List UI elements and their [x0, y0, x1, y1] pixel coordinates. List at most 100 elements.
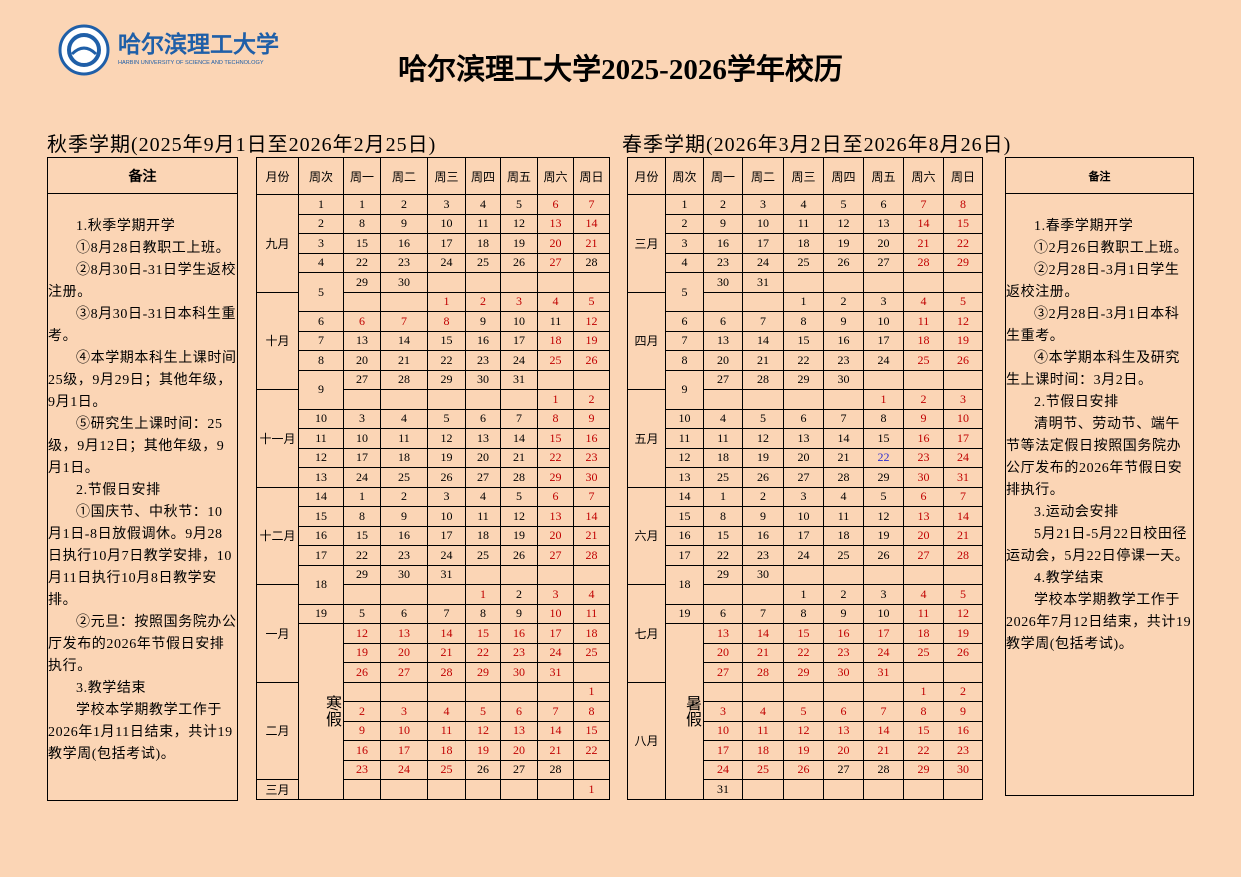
week-row: 23 24 25 26 27 28 — [257, 759, 610, 780]
day-cell: 30 — [465, 369, 501, 390]
header-row: 月份 周次 周一 周二 周三 周四 周五 周六 周日 — [256, 157, 610, 195]
note-line: 2.节假日安排 — [76, 483, 161, 498]
day-cell: 9 — [380, 506, 428, 527]
day-cell: 22 — [783, 350, 824, 371]
day-cell: 27 — [500, 759, 538, 780]
day-cell: 11 — [537, 311, 574, 332]
day-cell: 8 — [343, 506, 381, 527]
day-cell: 19 — [500, 233, 538, 254]
day-cell: 3 — [703, 701, 743, 722]
week-row: 二月 1 — [256, 681, 610, 780]
day-cell: 2 — [573, 389, 610, 410]
day-cell: 24 — [783, 545, 824, 566]
header-cell: 周次 — [298, 157, 344, 195]
day-cell: 4 — [742, 701, 784, 722]
header-cell: 周三 — [427, 157, 466, 195]
day-cell: 22 — [703, 545, 743, 566]
day-cell: 21 — [427, 642, 466, 663]
day-cell: 11 — [783, 213, 824, 234]
day-cell: 2 — [823, 584, 864, 605]
day-cell: 3 — [783, 486, 824, 507]
empty-cell — [343, 681, 381, 702]
day-cell: 14 — [573, 213, 610, 234]
day-cell: 21 — [903, 233, 944, 254]
empty-cell — [783, 564, 824, 585]
day-cell: 15 — [427, 330, 466, 351]
day-cell: 31 — [703, 779, 743, 800]
day-cell: 1 — [537, 389, 574, 410]
notes-body: 1.秋季学期开学 ①8月28日教职工上班。 ②8月30日-31日学生返校注册。 ③8月… — [48, 194, 237, 766]
day-cell: 14 — [742, 330, 784, 351]
day-cell: 7 — [903, 194, 944, 215]
day-cell: 5 — [823, 194, 864, 215]
day-cell: 20 — [343, 350, 381, 371]
day-cell: 30 — [573, 467, 610, 488]
week-row: 八月 1 2 — [627, 681, 983, 800]
month-cell: 五月 — [627, 389, 666, 488]
day-cell: 22 — [903, 740, 944, 761]
day-cell: 2 — [943, 681, 983, 702]
day-cell: 24 — [427, 545, 466, 566]
week-row: 8 20 21 22 23 24 25 26 — [257, 350, 610, 371]
day-cell: 15 — [465, 623, 501, 644]
day-cell: 27 — [380, 662, 428, 683]
week-row: 12 18 19 20 21 22 23 24 — [628, 447, 983, 468]
day-cell: 23 — [500, 642, 538, 663]
note-line: ①国庆节、中秋节：10月1日-8日放假调休。9月28日执行10月7日教学安排，1… — [48, 505, 232, 608]
note-line: ①2月26日教职工上班。 — [1034, 241, 1189, 256]
empty-cell — [573, 759, 610, 780]
day-cell: 20 — [500, 740, 538, 761]
day-cell: 28 — [903, 252, 944, 273]
day-cell: 4 — [380, 408, 428, 429]
day-cell: 10 — [537, 603, 574, 624]
empty-cell — [742, 779, 784, 800]
header-cell: 月份 — [627, 157, 666, 195]
day-cell: 31 — [742, 272, 784, 293]
day-cell: 24 — [863, 350, 904, 371]
empty-cell — [823, 272, 864, 293]
day-cell: 24 — [500, 350, 538, 371]
day-cell: 11 — [903, 311, 944, 332]
week-row: 2 9 10 11 12 13 14 15 — [628, 213, 983, 234]
empty-cell — [380, 389, 428, 410]
empty-cell — [427, 272, 466, 293]
empty-cell — [380, 584, 428, 605]
day-cell: 24 — [863, 642, 904, 663]
term-heading: 秋季学期(2025年9月1日至2026年2月25日) — [47, 134, 437, 156]
day-cell: 19 — [465, 740, 501, 761]
break-cell: 暑假 — [665, 623, 704, 800]
week-row: 17 18 19 20 21 22 23 — [628, 740, 983, 761]
week-row: 一月 1 2 3 4 — [256, 584, 610, 683]
day-cell: 20 — [903, 525, 944, 546]
day-cell: 7 — [427, 603, 466, 624]
note-line: 3.教学结束 — [76, 681, 147, 696]
week-cell: 17 — [665, 545, 704, 566]
day-cell: 30 — [742, 564, 784, 585]
day-cell: 4 — [465, 486, 501, 507]
empty-cell — [742, 389, 784, 410]
day-cell: 4 — [823, 486, 864, 507]
header-cell: 月份 — [256, 157, 299, 195]
day-cell: 12 — [427, 428, 466, 449]
day-cell: 16 — [703, 233, 743, 254]
empty-cell — [943, 369, 983, 390]
day-cell: 10 — [943, 408, 983, 429]
week-row: 10 3 4 5 6 7 8 9 — [257, 408, 610, 429]
empty-cell — [573, 272, 610, 293]
day-cell: 6 — [537, 486, 574, 507]
day-cell: 14 — [427, 623, 466, 644]
calendar-table: 月份 周次 周一 周二 周三 周四 周五 周六 周日 九月 1 1 2 3 4 5 6 7 2 8 9 10 11 12 13 1… — [256, 157, 610, 800]
day-cell: 26 — [465, 759, 501, 780]
day-cell: 17 — [783, 525, 824, 546]
day-cell: 27 — [823, 759, 864, 780]
day-cell: 14 — [573, 506, 610, 527]
calendar-table: 月份 周次 周一 周二 周三 周四 周五 周六 周日 三月 1 2 3 4 5 6 7 8 2 9 10 11 12 13 14… — [627, 157, 983, 800]
empty-cell — [380, 291, 428, 312]
note-line: ③8月30日-31日本科生重考。 — [48, 307, 237, 344]
day-cell: 18 — [903, 330, 944, 351]
empty-cell — [537, 681, 574, 702]
empty-cell — [465, 389, 501, 410]
day-cell: 27 — [343, 369, 381, 390]
day-cell: 13 — [783, 428, 824, 449]
week-cell: 5 — [298, 272, 344, 312]
